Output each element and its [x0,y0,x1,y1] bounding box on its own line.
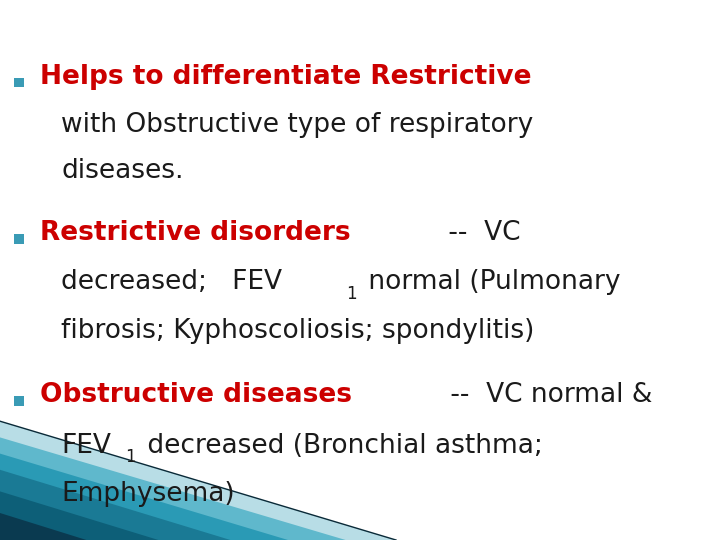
Text: --  VC normal &: -- VC normal & [442,382,652,408]
FancyBboxPatch shape [14,78,24,87]
FancyBboxPatch shape [14,396,24,406]
Text: Emphysema): Emphysema) [61,481,235,507]
Text: diseases.: diseases. [61,158,184,184]
Text: normal (Pulmonary: normal (Pulmonary [360,269,621,295]
Text: Helps to differentiate Restrictive: Helps to differentiate Restrictive [40,64,531,90]
Text: Restrictive disorders: Restrictive disorders [40,220,350,246]
Text: decreased;   FEV: decreased; FEV [61,269,282,295]
Text: decreased (Bronchial asthma;: decreased (Bronchial asthma; [139,433,543,458]
Text: Obstructive diseases: Obstructive diseases [40,382,351,408]
Text: fibrosis; Kyphoscoliosis; spondylitis): fibrosis; Kyphoscoliosis; spondylitis) [61,318,534,343]
Text: 1: 1 [346,285,357,302]
Text: --  VC: -- VC [441,220,521,246]
FancyBboxPatch shape [14,234,24,244]
Text: with Obstructive type of respiratory: with Obstructive type of respiratory [61,112,534,138]
Text: 1: 1 [125,448,136,466]
Text: FEV: FEV [61,433,111,458]
